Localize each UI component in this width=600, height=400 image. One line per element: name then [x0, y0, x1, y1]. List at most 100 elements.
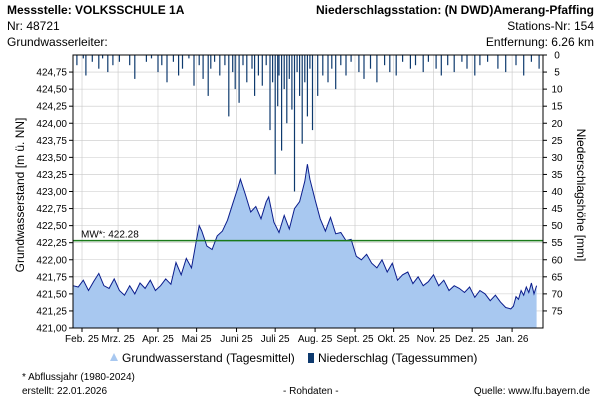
precip-bar — [296, 55, 298, 73]
precip-bar — [129, 55, 131, 66]
station-number: Nr: 48721 — [7, 19, 60, 33]
y-tick-label: 424,00 — [36, 119, 67, 130]
y-tick-label: 424,50 — [36, 85, 67, 96]
precip-bar — [293, 55, 296, 192]
footer-source: Quelle: www.lfu.bayern.de — [473, 386, 590, 397]
precip-bar — [254, 55, 256, 96]
precip-bar — [257, 55, 259, 76]
precip-bar — [102, 55, 104, 59]
footer-note: * Abflussjahr (1980-2024) — [22, 372, 135, 383]
precip-bar — [112, 55, 114, 66]
precip-bar — [272, 55, 274, 83]
precip-bar — [278, 55, 280, 76]
y2-tick-label: 45 — [551, 204, 563, 215]
precip-bar — [178, 55, 180, 76]
precip-bar — [181, 55, 184, 69]
legend-groundwater-label: Grundwasserstand (Tagesmittel) — [122, 351, 295, 365]
precip-bar — [422, 55, 424, 73]
x-tick-label: Jan. 26 — [496, 334, 529, 345]
precip-bar — [107, 55, 109, 73]
precip-bar — [251, 55, 253, 69]
precip-bar — [202, 55, 204, 79]
precip-bar — [340, 55, 342, 66]
precip-bars — [76, 55, 540, 192]
groundwater-line — [72, 164, 538, 310]
precip-bar — [207, 55, 209, 96]
precip-bar — [85, 55, 87, 76]
precip-bar — [384, 55, 386, 66]
precip-bar — [281, 55, 283, 151]
y-axis-label: Grundwasserstand [m ü. NN] — [13, 118, 27, 273]
precip-bar — [538, 55, 540, 69]
legend-precip-label: Niederschlag (Tagessummen) — [318, 351, 478, 365]
precip-bar — [172, 55, 174, 62]
precip-bar — [214, 55, 216, 62]
y2-tick-label: 20 — [551, 119, 563, 130]
precip-station-number: Stations-Nr: 154 — [507, 19, 594, 33]
x-tick-label: Mrz. 25 — [101, 334, 135, 345]
precip-bar — [523, 55, 525, 76]
x-tick-label: Apr. 25 — [142, 334, 174, 345]
x-tick-label: Dez. 25 — [455, 334, 490, 345]
precip-bar — [145, 55, 147, 62]
precip-bar — [453, 55, 455, 73]
precip-bar — [427, 55, 429, 62]
precip-bar — [363, 55, 365, 79]
precip-bar — [461, 55, 463, 62]
groundwater-fill — [73, 164, 537, 328]
precip-bar — [277, 55, 279, 107]
y-tick-label: 423,25 — [36, 170, 67, 181]
precip-bar — [82, 55, 84, 59]
precip-bar — [530, 55, 532, 62]
mw-label: MW*: 422.28 — [81, 230, 139, 241]
precip-bar — [505, 55, 507, 73]
x-tick-label: Aug. 25 — [298, 334, 333, 345]
y2-tick-label: 30 — [551, 153, 563, 164]
distance-label: Entfernung: 6.26 km — [485, 35, 594, 49]
precip-bar — [350, 55, 352, 62]
precip-bar — [515, 55, 517, 66]
y-tick-label: 422,00 — [36, 255, 67, 266]
precip-bar — [474, 55, 476, 76]
station-label: Messstelle: VOLKSSCHULE 1A — [7, 3, 185, 17]
y2-tick-label: 50 — [551, 221, 563, 232]
precip-bar — [232, 55, 234, 73]
legend-precip-swatch — [308, 353, 314, 363]
precip-bar — [134, 55, 136, 79]
y-tick-label: 423,50 — [36, 153, 67, 164]
footer-created: erstellt: 22.01.2026 — [22, 386, 108, 397]
mw-line-group: MW*: 422.28 — [73, 230, 543, 242]
y-tick-label: 424,75 — [36, 68, 67, 79]
precip-bar — [118, 55, 120, 62]
precip-bar — [246, 55, 248, 83]
x-tick-label: Sept. 25 — [336, 334, 374, 345]
precip-bar — [306, 55, 308, 117]
y-ticks-left: 421,00 421,25 421,50 421,75 422,00 422,25 422,… — [36, 68, 73, 335]
precip-bar — [345, 55, 347, 76]
precip-bar — [311, 55, 314, 131]
precip-bar — [309, 55, 311, 69]
precip-bar — [219, 55, 221, 76]
legend-groundwater-swatch — [110, 353, 118, 361]
precip-bar — [193, 55, 195, 86]
precip-bar — [224, 55, 226, 66]
precip-bar — [358, 55, 360, 73]
precip-bar — [402, 55, 404, 62]
footer-rawdata: - Rohdaten - — [283, 386, 339, 397]
precip-bar — [291, 55, 293, 110]
precip-bar — [317, 55, 319, 96]
precip-bar — [98, 55, 100, 69]
precip-bar — [331, 55, 333, 69]
y-tick-label: 421,75 — [36, 272, 67, 283]
y-tick-label: 421,50 — [36, 289, 67, 300]
y2-tick-label: 65 — [551, 272, 563, 283]
x-tick-label: Feb. 25 — [65, 334, 99, 345]
y2-tick-label: 70 — [551, 289, 563, 300]
precip-bar — [299, 55, 301, 96]
precip-bar — [91, 55, 93, 62]
aquifer-label: Grundwasserleiter: — [7, 35, 108, 49]
x-tick-label: Juni 25 — [220, 334, 253, 345]
precip-bar — [283, 55, 285, 90]
precip-bar — [76, 55, 78, 66]
precip-bar — [409, 55, 411, 69]
